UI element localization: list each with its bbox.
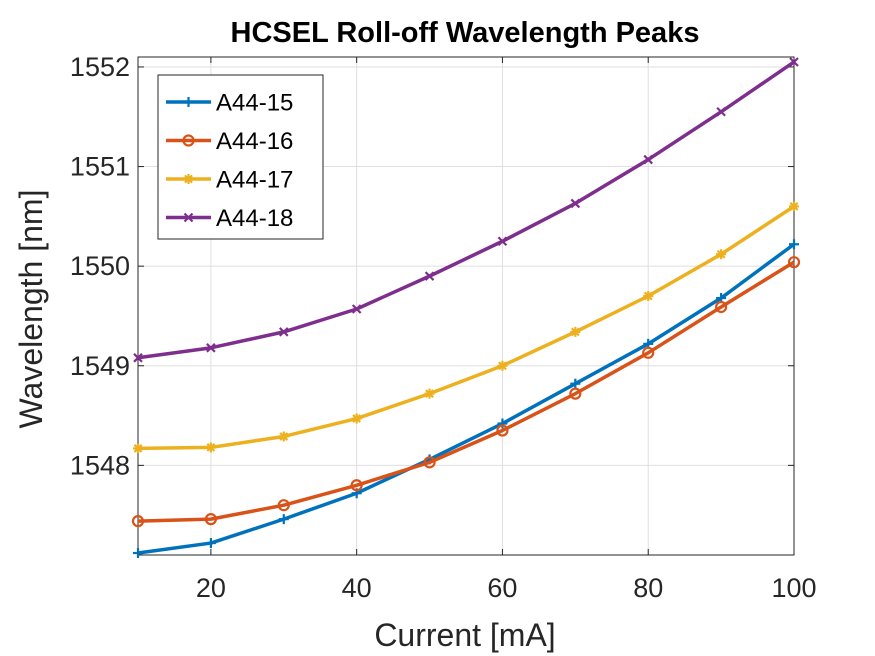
- data-point: [715, 300, 728, 314]
- data-point: [351, 304, 362, 314]
- series-line: [137, 242, 796, 555]
- legend-label: A44-15: [216, 90, 293, 117]
- chart-title: HCSEL Roll-off Wavelength Peaks: [231, 17, 700, 49]
- x-axis-ticks: 20 40 60 80 100: [196, 57, 817, 603]
- y-tick-label: 1550: [70, 251, 130, 281]
- y-tick-label: 1549: [70, 351, 130, 381]
- data-point: [642, 346, 655, 359]
- series-A44-16: [131, 256, 801, 528]
- series-line: [137, 204, 795, 451]
- x-tick-label: 20: [196, 573, 226, 603]
- data-point: [497, 360, 508, 371]
- data-point: [278, 431, 289, 442]
- data-point: [133, 353, 143, 363]
- data-point: [716, 249, 727, 260]
- data-point: [497, 236, 508, 247]
- legend-item: A44-16: [166, 128, 293, 155]
- legend-item: A44-18: [166, 205, 293, 232]
- y-tick-label: 1552: [70, 52, 130, 82]
- series-layer: [131, 57, 801, 559]
- data-point: [496, 424, 509, 437]
- x-tick-label: 40: [342, 573, 372, 603]
- data-point: [569, 387, 582, 400]
- data-point: [643, 154, 654, 165]
- series-A44-17: [133, 201, 799, 454]
- legend-marker: [182, 134, 195, 147]
- data-point: [278, 514, 289, 525]
- legend-item: A44-17: [166, 167, 293, 194]
- x-tick-label: 60: [487, 573, 517, 603]
- data-point: [205, 442, 216, 453]
- y-axis-ticks: 1548 1549 1550 1551 1552: [70, 52, 794, 480]
- data-point: [277, 499, 290, 512]
- legend-label: A44-17: [216, 167, 293, 194]
- data-point: [423, 456, 436, 469]
- data-point: [350, 479, 363, 492]
- data-point: [570, 378, 581, 389]
- data-point: [133, 548, 143, 559]
- y-tick-label: 1551: [70, 152, 130, 182]
- data-point: [716, 107, 726, 117]
- data-point: [424, 271, 435, 281]
- legend: A44-15 A44-16 A44-17 A44-18: [157, 74, 324, 240]
- data-point: [351, 413, 362, 424]
- data-point: [789, 57, 799, 67]
- x-axis-label: Current [mA]: [374, 617, 555, 653]
- x-tick-label: 100: [771, 573, 816, 603]
- data-point: [206, 343, 216, 353]
- legend-label: A44-16: [216, 128, 293, 155]
- legend-marker: [183, 212, 194, 223]
- data-point: [789, 239, 799, 250]
- y-axis-label: Wavelength [nm]: [13, 190, 49, 429]
- legend-label: A44-18: [216, 205, 293, 232]
- x-tick-label: 80: [633, 573, 663, 603]
- legend-marker: [183, 174, 194, 184]
- legend-marker: [183, 97, 194, 107]
- plot-area-frame: [137, 56, 795, 556]
- series-line: [137, 60, 795, 360]
- data-point: [497, 418, 508, 429]
- data-point: [643, 291, 654, 302]
- data-point: [424, 388, 435, 399]
- data-point: [570, 198, 581, 209]
- series-A44-15: [133, 239, 799, 559]
- data-point: [205, 538, 216, 549]
- legend-item: A44-15: [166, 90, 293, 117]
- data-point: [278, 327, 289, 337]
- data-point: [787, 256, 801, 269]
- data-point: [131, 515, 145, 528]
- data-point: [204, 513, 217, 526]
- series-line: [137, 260, 795, 523]
- data-point: [133, 443, 143, 454]
- series-A44-18: [133, 57, 799, 363]
- data-point: [570, 326, 581, 337]
- data-point: [789, 201, 799, 212]
- y-tick-label: 1548: [70, 450, 130, 480]
